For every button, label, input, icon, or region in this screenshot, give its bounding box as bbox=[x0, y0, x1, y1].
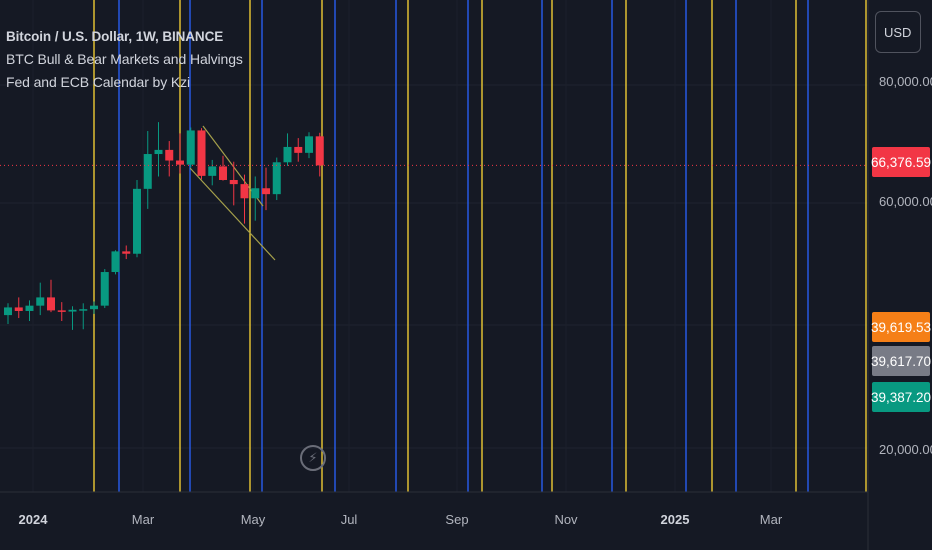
candle-body bbox=[25, 305, 34, 311]
candle-body bbox=[68, 309, 77, 312]
replay-lightning-icon[interactable]: ⚡ bbox=[300, 445, 326, 471]
currency-button[interactable]: USD bbox=[875, 11, 921, 53]
candle-body bbox=[208, 166, 217, 176]
indicator-fed-ecb[interactable]: Fed and ECB Calendar by Kzi bbox=[6, 74, 191, 90]
candle-body bbox=[262, 188, 270, 195]
trend-line-lower bbox=[189, 167, 276, 261]
fed-ecb-calendar-lines bbox=[93, 0, 867, 492]
candle-body bbox=[294, 146, 303, 153]
candle-body bbox=[14, 307, 23, 311]
candle-body bbox=[122, 251, 131, 254]
last-price-tag: 66,376.59 bbox=[871, 147, 931, 177]
candle-body bbox=[305, 136, 313, 153]
candle-body bbox=[133, 188, 141, 254]
time-axis-label: Sep bbox=[445, 512, 469, 527]
price-axis-label: 60,000.00 bbox=[879, 194, 932, 209]
candle-body bbox=[100, 272, 109, 306]
candle-body bbox=[57, 310, 66, 312]
candle-body bbox=[90, 305, 98, 310]
candle-body bbox=[219, 166, 227, 180]
candle-body bbox=[36, 297, 45, 306]
time-axis-label: Mar bbox=[131, 512, 155, 527]
price-tag-orange: 39,619.53 bbox=[871, 312, 931, 342]
candles bbox=[4, 122, 324, 330]
time-axis-label: 2025 bbox=[660, 512, 690, 527]
candle-body bbox=[229, 179, 238, 185]
candle-body bbox=[186, 130, 195, 165]
time-axis-label: Mar bbox=[759, 512, 783, 527]
candle-body bbox=[143, 154, 152, 189]
candle-body bbox=[165, 149, 174, 161]
candle-body bbox=[240, 184, 249, 199]
symbol-title[interactable]: Bitcoin / U.S. Dollar, 1W, BINANCE bbox=[6, 29, 224, 44]
candle-body bbox=[154, 149, 163, 155]
grid-lines bbox=[0, 0, 869, 550]
time-axis-label: Nov bbox=[554, 512, 578, 527]
candle-body bbox=[283, 146, 292, 163]
candle-body bbox=[315, 136, 324, 166]
candle-body bbox=[47, 297, 55, 311]
candle-body bbox=[111, 251, 120, 273]
candle-body bbox=[272, 162, 281, 195]
indicator-bull-bear[interactable]: BTC Bull & Bear Markets and Halvings bbox=[6, 51, 243, 67]
price-tag-green: 39,387.20 bbox=[871, 382, 931, 412]
candle-body bbox=[251, 188, 260, 199]
candle-body bbox=[4, 307, 12, 316]
candle-body bbox=[176, 160, 184, 165]
price-tag-gray: 39,617.70 bbox=[871, 346, 931, 376]
price-axis-label: 20,000.00 bbox=[879, 442, 932, 457]
price-axis-label: 80,000.00 bbox=[879, 74, 932, 89]
time-axis-label: May bbox=[240, 512, 266, 527]
candle-body bbox=[197, 130, 206, 176]
time-axis-label: Jul bbox=[340, 512, 358, 527]
time-axis-label: 2024 bbox=[18, 512, 48, 527]
chart-legend: Bitcoin / U.S. Dollar, 1W, BINANCE BTC B… bbox=[6, 26, 243, 94]
candle-body bbox=[79, 309, 88, 311]
